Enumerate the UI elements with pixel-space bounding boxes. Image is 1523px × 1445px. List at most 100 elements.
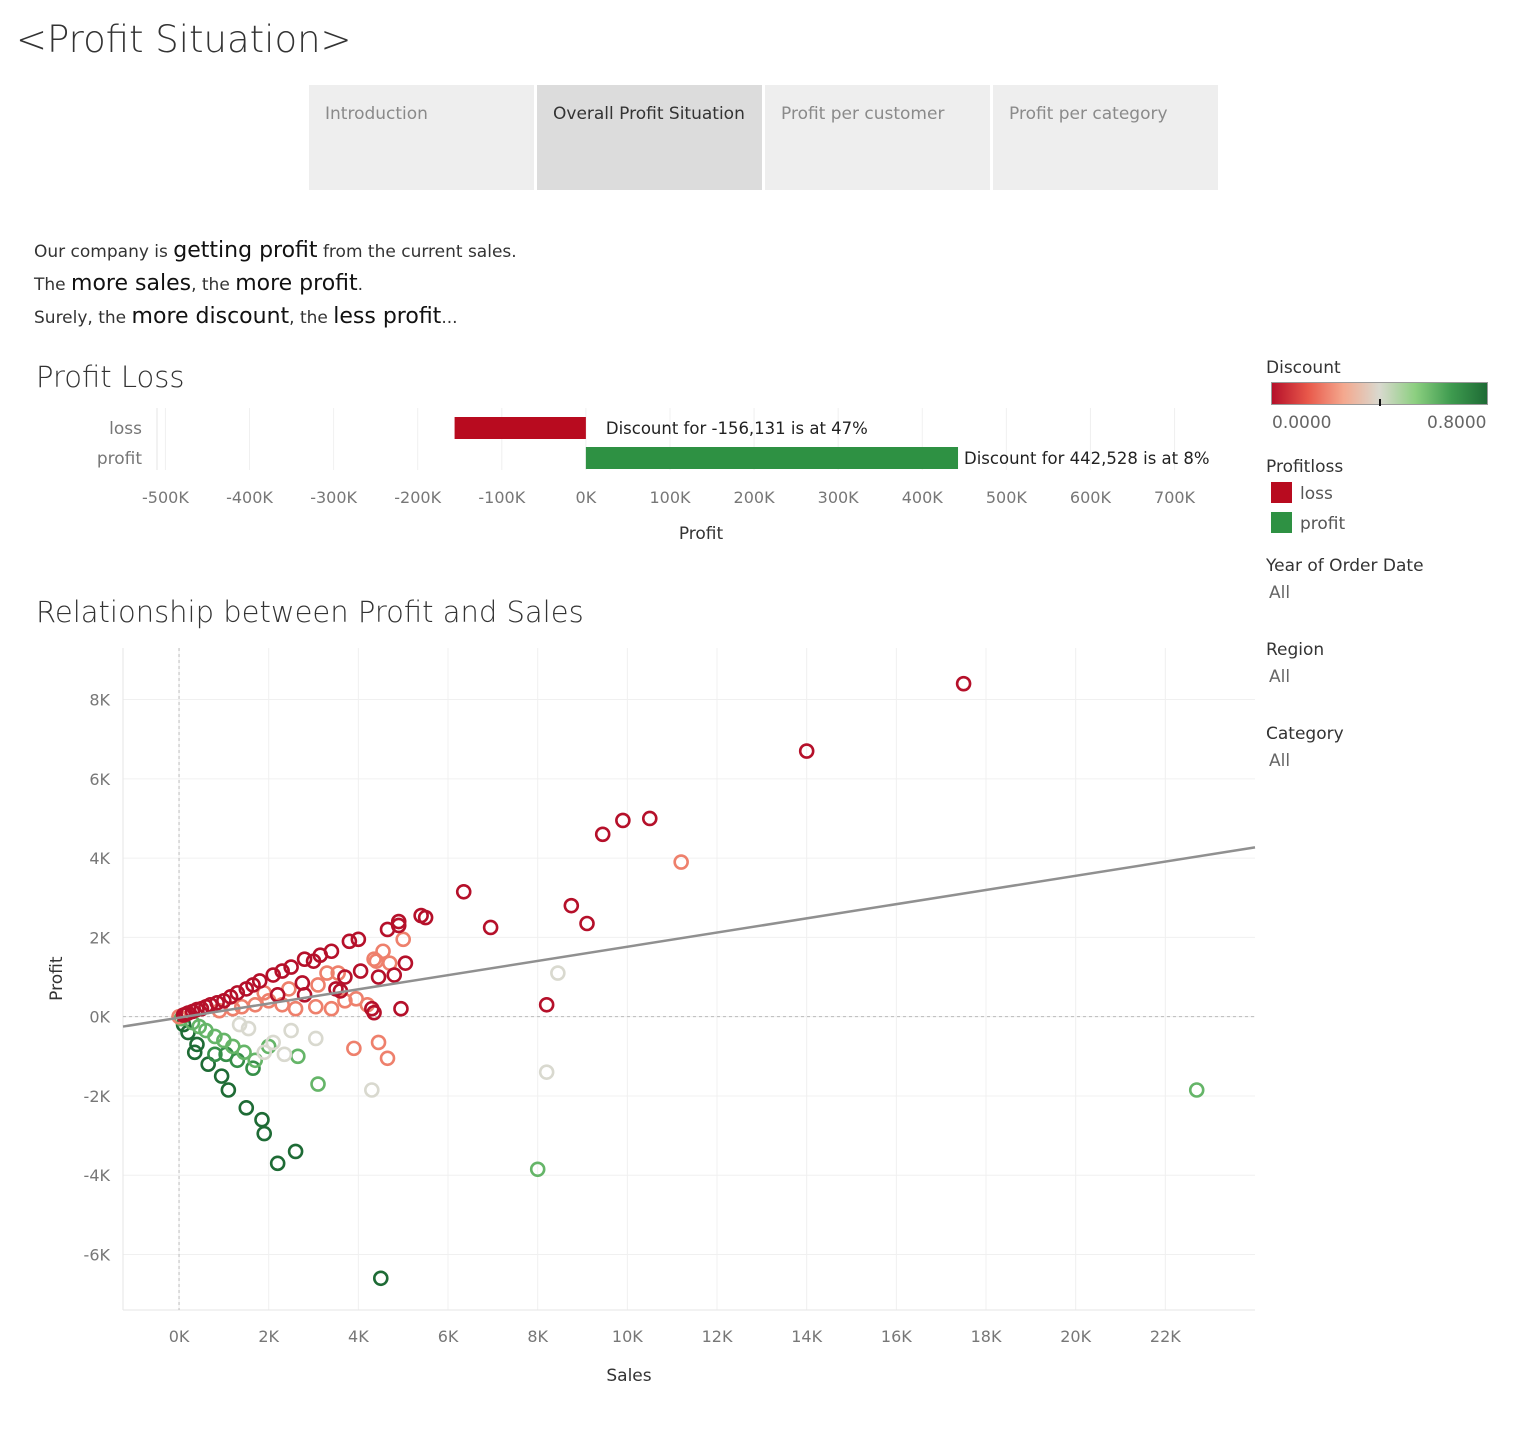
tab-profit-per-customer[interactable]: Profit per customer xyxy=(765,85,990,190)
scatter-x-tick-label: 12K xyxy=(702,1327,733,1346)
scatter-x-tick-label: 8K xyxy=(527,1327,548,1346)
scatter-point xyxy=(337,969,353,985)
loss-swatch[interactable] xyxy=(1271,482,1292,503)
scatter-point xyxy=(307,998,324,1015)
profitloss-legend-title: Profitloss xyxy=(1266,457,1344,477)
scatter-point xyxy=(231,1016,248,1033)
scatter-title: Relationship between Profit and Sales xyxy=(36,595,584,629)
scatter-point xyxy=(370,1034,387,1051)
category-filter-value[interactable]: All xyxy=(1269,751,1291,771)
scatter-point xyxy=(305,953,322,969)
profit-legend-label[interactable]: profit xyxy=(1300,514,1346,534)
scatter-point xyxy=(287,1000,304,1017)
intro-line-1: Our company is getting profit from the c… xyxy=(34,238,517,263)
scatter-point xyxy=(386,967,403,983)
scatter-point xyxy=(240,1020,257,1037)
intro-line-3: Surely, the more discount, the less prof… xyxy=(34,304,458,329)
scatter-x-tick-label: 18K xyxy=(971,1327,1002,1346)
scatter-point xyxy=(397,955,414,971)
scatter-point xyxy=(538,996,555,1013)
scatter-y-tick-label: -4K xyxy=(84,1166,111,1185)
scatter-y-tick-label: -2K xyxy=(84,1087,111,1106)
scatter-point xyxy=(186,1044,203,1061)
scatter-point xyxy=(177,1006,194,1023)
scatter-point xyxy=(265,1034,281,1051)
scatter-point xyxy=(529,1161,546,1178)
scatter-point xyxy=(276,1046,293,1063)
scatter-point xyxy=(296,951,313,967)
bar-x-tick-label: 700K xyxy=(1154,488,1196,507)
bar-x-tick-label: 500K xyxy=(986,488,1028,507)
scatter-point xyxy=(269,1155,286,1172)
scatter-point xyxy=(189,1036,205,1053)
scatter-point xyxy=(256,1044,273,1061)
bar-annotation-profit: Discount for 442,528 is at 8% xyxy=(964,449,1210,468)
profit-swatch[interactable] xyxy=(1271,512,1292,533)
scatter-point xyxy=(216,1032,232,1049)
year-filter-value[interactable]: All xyxy=(1269,583,1291,603)
bar-profit xyxy=(585,447,959,469)
scatter-x-tick-label: 2K xyxy=(258,1327,279,1346)
bar-x-tick-label: -200K xyxy=(394,488,441,507)
bar-loss xyxy=(454,417,586,439)
scatter-point xyxy=(379,1050,396,1067)
scatter-point xyxy=(296,987,313,1003)
scatter-point xyxy=(238,1100,255,1116)
scatter-y-tick-label: 4K xyxy=(89,849,110,868)
loss-legend-label[interactable]: loss xyxy=(1300,484,1333,504)
profit-loss-bar-chart: -500K -400K -300K -200K -100K 0K 100K 200K 300K 4… xyxy=(97,408,1210,544)
scatter-point xyxy=(395,931,411,948)
scatter-x-tick-label: 10K xyxy=(612,1327,643,1346)
scatter-point xyxy=(417,909,434,926)
scatter-point xyxy=(350,931,367,948)
scatter-y-tick-label: -6K xyxy=(84,1246,111,1265)
region-filter-title: Region xyxy=(1266,640,1325,660)
intro-line-2: The more sales, the more profit. xyxy=(34,271,364,296)
profit-loss-title: Profit Loss xyxy=(36,360,185,394)
scatter-point xyxy=(798,743,815,759)
discount-max-label: 0.8000 xyxy=(1427,413,1487,433)
scatter-point xyxy=(615,812,631,829)
scatter-y-tick-label: 2K xyxy=(89,928,110,947)
scatter-y-tick-label: 0K xyxy=(89,1008,110,1027)
scatter-point xyxy=(955,675,972,692)
scatter-point xyxy=(274,963,290,979)
scatter-point xyxy=(370,969,387,985)
region-filter-value[interactable]: All xyxy=(1269,667,1291,687)
scatter-point xyxy=(372,1270,389,1287)
scatter-point xyxy=(366,1004,382,1021)
scatter-point xyxy=(563,897,580,914)
scatter-point xyxy=(323,1000,340,1017)
scatter-point xyxy=(247,1052,264,1069)
bar-x-tick-label: 0K xyxy=(576,488,597,507)
scatter-point xyxy=(207,1046,223,1063)
scatter-point xyxy=(379,921,396,938)
scatter-point xyxy=(482,919,499,936)
scatter-point xyxy=(579,915,595,932)
scatter-point xyxy=(366,951,382,967)
scatter-point xyxy=(1188,1082,1205,1098)
bar-x-tick-label: 300K xyxy=(818,488,860,507)
scatter-x-tick-label: 4K xyxy=(348,1327,369,1346)
bar-x-tick-label: 600K xyxy=(1070,488,1112,507)
scatter-point xyxy=(256,1125,273,1142)
scatter-point xyxy=(287,1143,304,1160)
tab-overall-profit-situation[interactable]: Overall Profit Situation xyxy=(537,85,762,190)
tab-introduction[interactable]: Introduction xyxy=(309,85,534,190)
scatter-point xyxy=(310,1076,326,1092)
tab-profit-per-category[interactable]: Profit per category xyxy=(993,85,1218,190)
bar-x-tick-label: 400K xyxy=(902,488,944,507)
year-filter-title: Year of Order Date xyxy=(1266,556,1424,576)
scatter-point xyxy=(393,1000,409,1017)
scatter-point xyxy=(265,967,281,983)
bar-x-tick-label: -100K xyxy=(478,488,525,507)
bar-category-label: loss xyxy=(109,419,142,439)
bar-x-axis-label: Profit xyxy=(679,524,724,544)
scatter-point xyxy=(455,883,472,900)
scatter-x-tick-label: 16K xyxy=(881,1327,912,1346)
scatter-point xyxy=(216,993,232,1009)
scatter-point xyxy=(254,1111,270,1128)
scatter-point xyxy=(550,965,566,981)
bar-category-label: profit xyxy=(97,449,143,469)
bar-annotation-loss: Discount for -156,131 is at 47% xyxy=(606,419,868,438)
